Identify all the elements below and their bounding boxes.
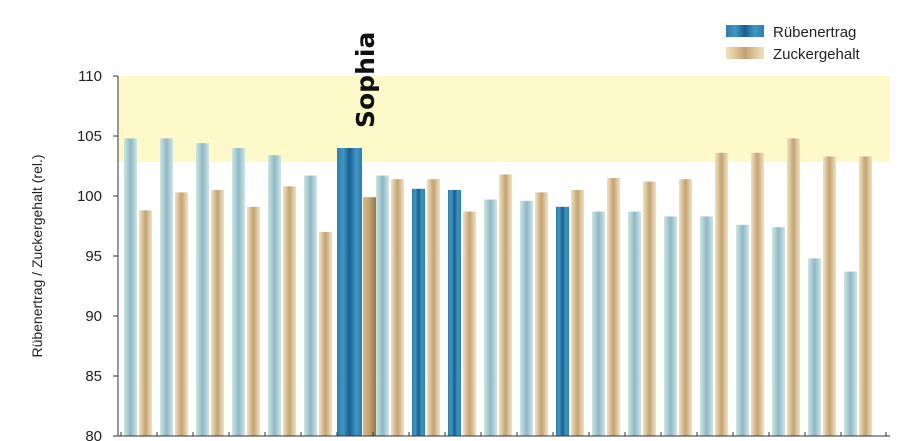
- bar-zuckergehalt: [571, 190, 584, 436]
- legend-swatch-zuckergehalt: [726, 47, 764, 59]
- y-tick-label: 90: [85, 308, 102, 325]
- bar-ruebenertrag: [124, 138, 137, 436]
- bar-ruebenertrag: [304, 175, 317, 436]
- y-ticks-group: 80 85 90 95 100 105 110: [77, 68, 118, 441]
- y-tick-label: 80: [85, 428, 102, 441]
- bar-zuckergehalt: [463, 211, 476, 436]
- bar-ruebenertrag: [556, 206, 569, 436]
- y-tick-label: 110: [78, 68, 102, 85]
- bar-ruebenertrag: [520, 200, 533, 436]
- y-tick-label: 100: [77, 188, 102, 205]
- bar-zuckergehalt: [391, 179, 404, 436]
- plot-background-band: [118, 76, 890, 162]
- x-ticks-group: [120, 432, 887, 436]
- bar-ruebenertrag: [196, 143, 209, 436]
- bar-ruebenertrag: [700, 216, 713, 436]
- sophia-annotation: Sophia: [351, 32, 380, 128]
- bar-zuckergehalt: [715, 152, 728, 437]
- bar-zuckergehalt: [643, 181, 656, 436]
- bar-ruebenertrag: [268, 155, 281, 436]
- bar-ruebenertrag: [808, 258, 821, 436]
- bar-ruebenertrag: [628, 211, 641, 436]
- y-tick-label: 105: [77, 128, 102, 145]
- bar-ruebenertrag: [844, 271, 857, 436]
- bar-zuckergehalt: [607, 178, 620, 436]
- legend: Rübenertrag Zuckergehalt: [726, 24, 861, 63]
- bars-group: [124, 138, 872, 437]
- bar-ruebenertrag: [337, 148, 362, 436]
- bar-ruebenertrag: [736, 224, 749, 436]
- bar-zuckergehalt: [535, 192, 548, 436]
- bar-zuckergehalt: [427, 179, 440, 436]
- bar-ruebenertrag: [592, 211, 605, 436]
- bar-ruebenertrag: [772, 227, 785, 436]
- bar-zuckergehalt: [499, 174, 512, 436]
- bar-zuckergehalt: [247, 206, 260, 436]
- y-axis-label: Rübenertrag / Zuckergehalt (rel.): [29, 154, 45, 357]
- bar-zuckergehalt: [787, 138, 800, 436]
- bar-zuckergehalt: [679, 179, 692, 436]
- bar-zuckergehalt: [859, 156, 872, 436]
- legend-label-ruebenertrag: Rübenertrag: [773, 24, 856, 41]
- bar-ruebenertrag: [160, 138, 173, 436]
- legend-swatch-ruebenertrag: [726, 25, 764, 37]
- bar-ruebenertrag: [448, 190, 461, 436]
- bar-zuckergehalt: [319, 232, 332, 436]
- bar-ruebenertrag: [664, 216, 677, 436]
- bar-zuckergehalt: [823, 156, 836, 436]
- bar-ruebenertrag: [376, 175, 389, 436]
- bar-ruebenertrag: [412, 188, 425, 436]
- y-tick-label: 95: [85, 248, 102, 265]
- bar-ruebenertrag: [232, 148, 245, 436]
- bar-zuckergehalt: [139, 210, 152, 436]
- bar-ruebenertrag: [484, 199, 497, 436]
- y-tick-label: 85: [85, 368, 102, 385]
- legend-label-zuckergehalt: Zuckergehalt: [773, 46, 861, 63]
- bar-zuckergehalt: [175, 192, 188, 436]
- bar-zuckergehalt: [211, 190, 224, 436]
- bar-zuckergehalt: [283, 186, 296, 436]
- bar-zuckergehalt: [751, 152, 764, 437]
